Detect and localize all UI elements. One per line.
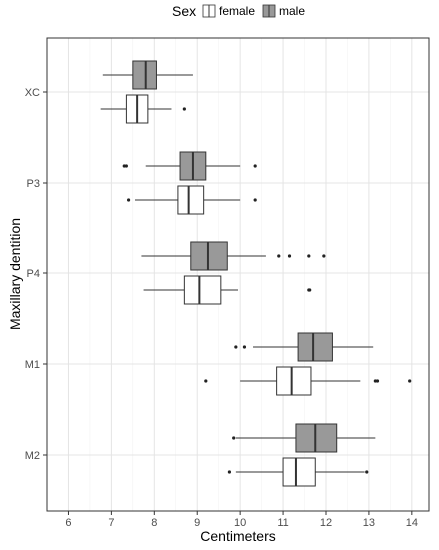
legend-label-female: female xyxy=(219,4,255,18)
x-axis: 6 7 8 9 10 11 12 13 14 xyxy=(65,511,418,529)
y-axis: XC P3 P4 M1 M2 xyxy=(25,87,47,462)
x-tick-label: 7 xyxy=(108,517,114,529)
outlier-point xyxy=(322,254,326,258)
x-tick-label: 12 xyxy=(320,517,332,529)
box-female-M2 xyxy=(227,457,369,487)
outlier-point xyxy=(308,288,312,292)
outlier-point xyxy=(408,379,412,383)
x-tick-label: 8 xyxy=(151,517,157,529)
plot-panel xyxy=(46,37,430,512)
box-female-M1 xyxy=(204,366,412,396)
y-tick-label: M1 xyxy=(25,359,40,371)
x-tick-label: 11 xyxy=(277,517,288,529)
outlier-point xyxy=(253,164,257,168)
outlier-point xyxy=(307,254,311,258)
outlier-point xyxy=(287,254,292,258)
outlier-point xyxy=(253,198,257,202)
box-female-P4 xyxy=(143,275,312,305)
outlier-point xyxy=(204,379,208,383)
y-tick-label: P3 xyxy=(27,178,40,190)
panel-frame xyxy=(46,37,430,512)
box-body xyxy=(177,185,205,215)
x-tick-label: 10 xyxy=(234,517,246,529)
outlier-point xyxy=(227,470,232,474)
box-female-P3 xyxy=(126,185,257,215)
x-tick-label: 6 xyxy=(65,517,71,529)
box-male-XC xyxy=(102,60,193,90)
box-body xyxy=(183,275,222,305)
box-male-P4 xyxy=(141,241,326,271)
box-body xyxy=(276,366,312,396)
legend-label-male: male xyxy=(279,4,305,18)
box-body xyxy=(295,423,338,453)
x-axis-title: Centimeters xyxy=(200,528,275,544)
outlier-point xyxy=(365,470,369,474)
y-tick-label: XC xyxy=(25,87,40,99)
box-body xyxy=(282,457,316,487)
legend: Sex female male xyxy=(172,3,305,19)
outlier-point xyxy=(375,379,380,383)
box-body xyxy=(297,332,333,362)
boxes xyxy=(100,60,412,487)
outlier-point xyxy=(126,198,131,202)
box-male-M1 xyxy=(234,332,374,362)
box-male-M2 xyxy=(232,423,376,453)
box-male-P3 xyxy=(122,151,257,181)
x-tick-label: 14 xyxy=(406,517,418,529)
outlier-point xyxy=(182,107,186,111)
y-axis-title: Maxillary dentition xyxy=(7,218,23,330)
x-tick-label: 13 xyxy=(363,517,375,529)
outlier-point xyxy=(232,436,236,440)
outlier-point xyxy=(242,345,247,349)
outlier-point xyxy=(277,254,281,258)
box-female-XC xyxy=(100,94,186,124)
y-tick-label: P4 xyxy=(27,268,40,280)
y-tick-label: M2 xyxy=(25,450,40,462)
box-body xyxy=(190,241,228,271)
legend-title: Sex xyxy=(172,3,196,19)
outlier-point xyxy=(124,164,129,168)
outlier-point xyxy=(234,345,238,349)
x-tick-label: 9 xyxy=(194,517,200,529)
box-body xyxy=(132,60,157,90)
